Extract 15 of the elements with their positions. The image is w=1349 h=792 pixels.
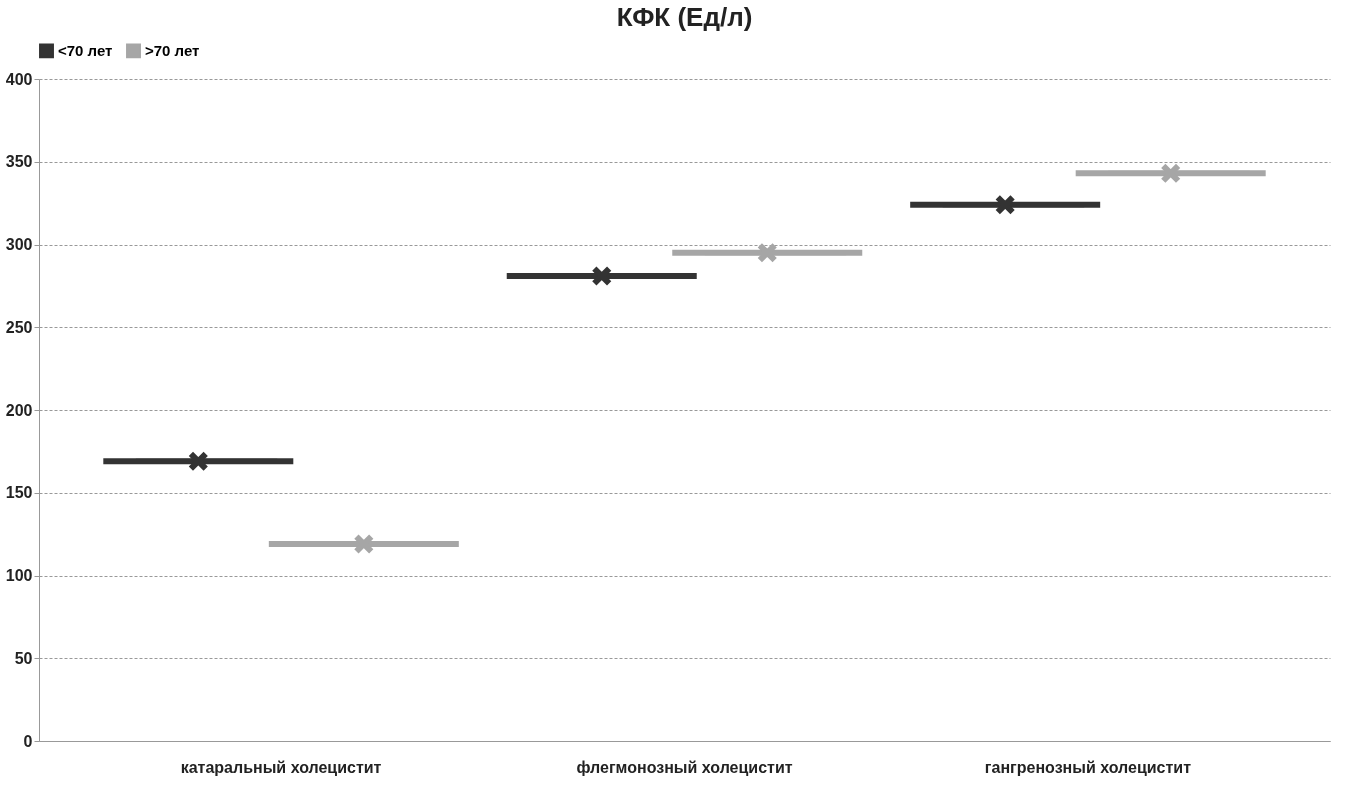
y-tick-label: 350 [5, 153, 33, 171]
y-tick-label: 0 [23, 732, 33, 750]
chart-title: КФК (Ед/л) [616, 2, 753, 32]
y-tick-label: 100 [5, 567, 33, 584]
x-tick-label: флегмонозный холецистит [576, 758, 793, 776]
y-tick-label: 400 [5, 70, 33, 88]
legend-label: >70 лет [145, 41, 200, 59]
legend-label: <70 лет [58, 41, 113, 59]
x-tick-label: катаральный холецистит [180, 758, 382, 776]
y-tick-label: 50 [14, 649, 33, 667]
x-tick-label: гангренозный холецистит [984, 758, 1192, 776]
y-tick-label: 200 [5, 401, 33, 419]
y-tick-label: 250 [5, 318, 33, 336]
y-tick-label: 300 [5, 236, 33, 253]
y-tick-label: 150 [5, 484, 33, 502]
